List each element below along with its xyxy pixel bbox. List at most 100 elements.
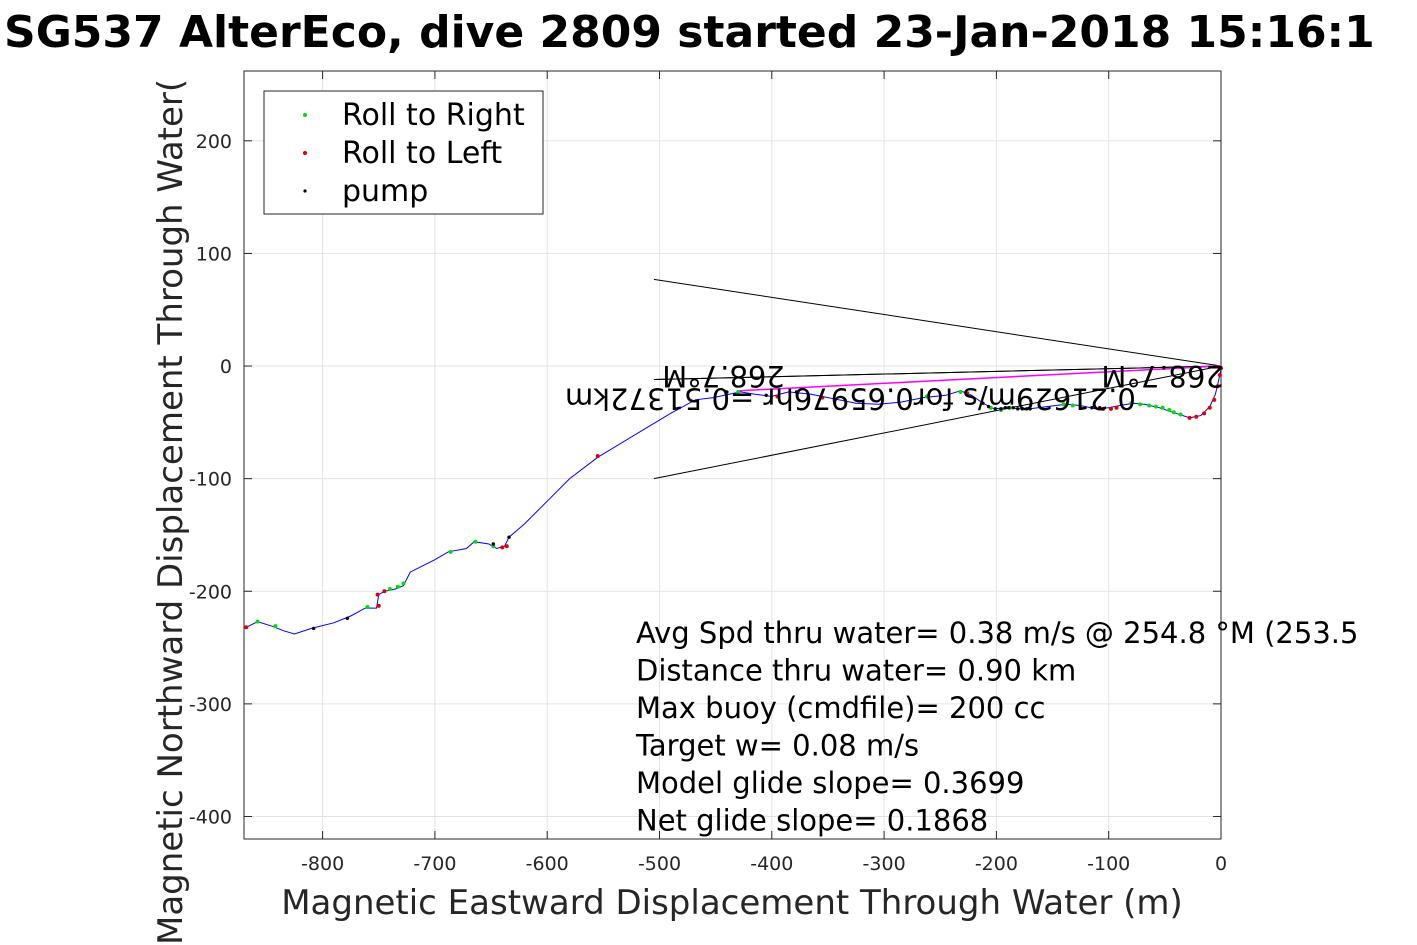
roll-left-point <box>1187 415 1192 420</box>
pump-point <box>1007 406 1011 410</box>
current-vector-line <box>738 365 1222 392</box>
x-tick-label: -700 <box>413 853 456 875</box>
roll-right-point <box>1078 404 1083 409</box>
roll-right-point <box>387 587 392 592</box>
roll-left-point <box>1101 406 1106 411</box>
y-tick-label: -200 <box>189 581 232 603</box>
pump-point <box>993 407 997 411</box>
roll-left-point <box>504 544 509 549</box>
pump-point <box>311 626 316 631</box>
roll-left-point <box>244 625 249 630</box>
roll-right-point <box>1138 402 1143 407</box>
stats-text-line: Max buoy (cmdfile)= 200 cc <box>636 691 1045 725</box>
roll-left-point <box>382 589 387 594</box>
legend-label-roll-right: Roll to Right <box>342 98 525 133</box>
x-tick-label: -400 <box>750 853 793 875</box>
x-tick-label: -800 <box>301 853 344 875</box>
roll-left-point <box>595 454 600 459</box>
chart-title: SG537 AlterEco, dive 2809 started 23-Jan… <box>4 7 1375 58</box>
pump-point <box>1016 407 1020 411</box>
roll-right-point <box>1129 401 1134 406</box>
roll-left-point <box>1219 366 1223 371</box>
legend-label-pump: pump <box>342 174 428 209</box>
roll-left-point <box>1215 384 1220 389</box>
y-tick-label: 100 <box>196 243 232 265</box>
wedge-line <box>653 365 1222 480</box>
stats-text-line: Target w= 0.08 m/s <box>635 729 919 763</box>
y-axis-label: Magnetic Northward Displacement Through … <box>151 79 191 945</box>
legend-marker-roll-left <box>303 151 307 155</box>
pump-point <box>1003 406 1008 410</box>
pump-point <box>345 616 350 620</box>
roll-right-point <box>1061 402 1066 407</box>
roll-right-point <box>924 394 929 399</box>
y-tick-label: -300 <box>189 694 232 716</box>
roll-left-point <box>1194 414 1199 419</box>
roll-right-point <box>1167 407 1172 412</box>
roll-right-point <box>255 619 260 624</box>
stats-text-line: Model glide slope= 0.3699 <box>636 766 1024 800</box>
pump-point <box>1011 406 1015 410</box>
upside-down-annotation: 268.7°M <box>662 359 785 393</box>
legend-box <box>263 90 544 215</box>
roll-left-point <box>375 592 380 597</box>
roll-right-point <box>365 605 370 610</box>
roll-right-point <box>473 539 478 544</box>
pump-point <box>1020 407 1024 411</box>
roll-right-point <box>1147 403 1152 408</box>
x-tick-label: -200 <box>975 853 1018 875</box>
pump-point <box>1028 407 1032 411</box>
roll-left-point <box>1114 405 1119 410</box>
roll-right-point <box>1171 410 1176 415</box>
legend: Roll to Right Roll to Left pump <box>263 90 544 215</box>
x-axis-label: Magnetic Eastward Displacement Through W… <box>281 883 1183 923</box>
pump-point <box>999 407 1003 411</box>
pump-point <box>986 404 991 409</box>
plot-points <box>244 366 1223 631</box>
upside-down-annotation: 268.7°M <box>1101 359 1224 393</box>
wedge-line <box>653 278 1222 367</box>
x-tick-label: -100 <box>1087 853 1130 875</box>
y-tick-label: -400 <box>189 806 232 828</box>
annotations: 0.21629m/s for0.65976hr =0.51372km268.7°… <box>565 359 1358 837</box>
roll-left-point <box>1108 406 1113 411</box>
roll-right-point <box>1070 403 1075 408</box>
y-tick-label: 200 <box>196 131 232 153</box>
x-tick-label: 0 <box>1215 853 1227 875</box>
roll-left-point <box>965 391 970 396</box>
roll-left-point <box>1212 397 1217 402</box>
y-tick-label: 0 <box>220 356 232 378</box>
pump-point <box>491 542 496 546</box>
upside-down-annotation: 0.21629m/s for0.65976hr =0.51372km <box>565 382 1136 416</box>
pump-point <box>981 401 985 405</box>
roll-right-point <box>273 624 278 629</box>
pump-point <box>1025 407 1029 411</box>
wedge-line <box>653 365 1222 381</box>
stats-text-line: Distance thru water= 0.90 km <box>636 654 1076 688</box>
x-axis-ticks: -800 -700 -600 -500 -400 -300 -200 -100 0 <box>301 71 1227 875</box>
roll-right-point <box>736 389 741 394</box>
roll-right-point <box>958 389 963 394</box>
pump-point <box>794 390 799 394</box>
roll-left-point <box>1202 411 1207 416</box>
roll-left-point <box>775 394 780 399</box>
y-axis-ticks: -400 -300 -200 -100 0 100 200 <box>189 131 1221 828</box>
y-tick-label: -100 <box>189 469 232 491</box>
x-tick-label: -500 <box>638 853 681 875</box>
pump-point <box>507 535 511 539</box>
roll-right-point <box>401 581 406 586</box>
legend-marker-roll-right <box>303 113 307 117</box>
roll-left-point <box>500 545 505 550</box>
roll-left-point <box>1207 405 1212 410</box>
roll-right-point <box>1153 404 1158 409</box>
stats-text-line: Net glide slope= 0.1868 <box>636 804 988 838</box>
roll-left-point <box>1217 373 1222 378</box>
roll-left-point <box>820 395 825 400</box>
roll-right-point <box>1160 405 1165 410</box>
roll-right-point <box>1178 412 1183 417</box>
x-tick-label: -300 <box>863 853 906 875</box>
plot-lines <box>243 278 1222 635</box>
roll-right-point <box>448 549 453 554</box>
plot-area <box>243 70 1222 840</box>
